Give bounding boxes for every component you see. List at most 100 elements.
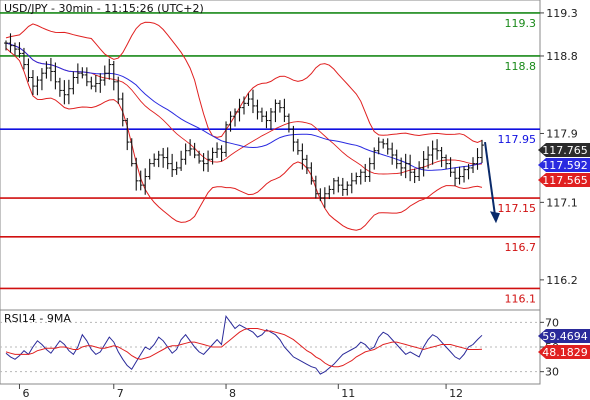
ohlc-bar — [75, 63, 80, 84]
moving-average-line — [5, 42, 483, 171]
ohlc-bar — [138, 170, 143, 191]
level-label-1: 118.8 — [505, 60, 537, 73]
rsi-tag-label-0: 59.4694 — [542, 330, 588, 343]
ohlc-bars — [4, 33, 484, 208]
ohlc-bar — [242, 96, 246, 115]
price-tick-label-0: 119.3 — [546, 7, 578, 20]
ohlc-bar — [98, 73, 103, 93]
ohlc-bar — [421, 151, 426, 177]
ohlc-bar — [237, 98, 242, 122]
rsi-series-0 — [5, 314, 483, 375]
ohlc-bar — [313, 175, 318, 199]
ohlc-bar — [385, 138, 390, 155]
ohlc-bar — [174, 161, 179, 175]
ohlc-bar — [381, 138, 386, 149]
ohlc-bar — [417, 161, 422, 181]
price-axis: 119.3 118.8 117.9 117.1 116.2 — [540, 7, 578, 287]
bollinger-lower-line — [5, 47, 483, 231]
chart-title: USD/JPY - 30min - 11:15:26 (UTC+2) — [4, 2, 204, 15]
ohlc-bar — [147, 158, 152, 180]
ohlc-bar — [17, 42, 22, 58]
price-tag-0 — [538, 143, 590, 157]
rsi-title: RSI14 - 9MA — [4, 312, 71, 325]
rsi-tag-1 — [538, 345, 590, 359]
ohlc-bar — [264, 111, 269, 129]
time-tick-label-4: 12 — [449, 387, 463, 400]
ohlc-bar — [84, 67, 89, 87]
price-tag-label-1: 117.592 — [542, 159, 588, 172]
ohlc-bar — [430, 140, 435, 165]
ohlc-bar — [4, 40, 8, 51]
ohlc-bar — [403, 153, 408, 179]
rsi-tick-label-2: 30 — [545, 366, 559, 379]
ohlc-bar — [134, 157, 139, 191]
ohlc-bar — [268, 108, 273, 130]
ohlc-bar — [358, 169, 363, 185]
ohlc-bar — [480, 139, 484, 163]
ohlc-bar — [259, 107, 264, 123]
ohlc-bar — [354, 172, 359, 185]
ohlc-bar — [228, 111, 233, 132]
ohlc-bar — [336, 176, 341, 193]
ohlc-bar — [35, 76, 40, 96]
ohlc-bar — [349, 172, 354, 194]
ohlc-bar — [62, 80, 67, 105]
ohlc-bar — [412, 168, 417, 184]
time-tick-label-2: 8 — [229, 387, 236, 400]
ohlc-bar — [170, 153, 175, 177]
ohlc-bar — [89, 76, 94, 90]
ohlc-bar — [120, 92, 125, 127]
ohlc-bar — [210, 147, 215, 165]
ohlc-bar — [322, 187, 327, 208]
price-tag-2 — [538, 173, 590, 187]
ohlc-bar — [143, 168, 148, 195]
ohlc-bar — [291, 125, 296, 152]
ohlc-bar — [215, 142, 220, 158]
ohlc-bar — [250, 89, 255, 114]
ohlc-bar — [107, 58, 112, 80]
ohlc-bar — [156, 150, 161, 168]
ohlc-bar — [188, 139, 193, 156]
rsi-tick-label-0: 70 — [545, 316, 559, 329]
ohlc-bar — [39, 68, 44, 91]
ohlc-bar — [66, 79, 71, 105]
ohlc-bar — [192, 142, 197, 159]
ohlc-bar — [201, 153, 206, 172]
ohlc-bar — [394, 149, 399, 169]
ohlc-bar — [439, 146, 444, 168]
ohlc-bar — [408, 154, 413, 182]
ohlc-bar — [286, 113, 291, 133]
ohlc-bar — [48, 57, 53, 82]
ohlc-bar — [453, 167, 458, 187]
ohlc-bar — [125, 117, 130, 151]
ohlc-bar — [304, 154, 309, 175]
ohlc-bar — [399, 157, 404, 176]
ohlc-bar — [129, 138, 134, 167]
ohlc-bar — [161, 147, 166, 168]
ohlc-bar — [183, 143, 188, 165]
price-tags: 117.765 117.592 117.565 — [538, 143, 590, 187]
ohlc-bar — [282, 98, 287, 122]
ohlc-bar — [466, 164, 471, 180]
ohlc-bar — [295, 138, 300, 155]
price-tick-label-3: 117.1 — [546, 196, 578, 209]
ohlc-bar — [93, 75, 98, 93]
ohlc-bar — [179, 150, 184, 171]
ohlc-bar — [165, 147, 170, 170]
time-tick-label-0: 6 — [22, 387, 29, 400]
level-label-3: 117.15 — [498, 202, 537, 215]
main-panel: 119.3 118.8 117.95 117.15 116.7 116.1 USD/JPY… — [0, 0, 590, 311]
ohlc-bar — [340, 177, 345, 196]
ohlc-bar — [462, 166, 467, 183]
rsi-tag-label-1: 48.1829 — [542, 346, 588, 359]
ohlc-bar — [273, 99, 278, 123]
ohlc-bar — [457, 166, 462, 185]
ohlc-bar — [80, 67, 85, 79]
price-tick-label-4: 116.2 — [546, 274, 578, 287]
moving-average — [5, 42, 483, 171]
ohlc-bar — [390, 142, 395, 165]
rsi-series-1 — [5, 328, 483, 368]
price-tag-label-2: 117.565 — [542, 174, 588, 187]
forecast-arrow-head — [490, 211, 500, 224]
main-plot-frame — [0, 0, 541, 311]
